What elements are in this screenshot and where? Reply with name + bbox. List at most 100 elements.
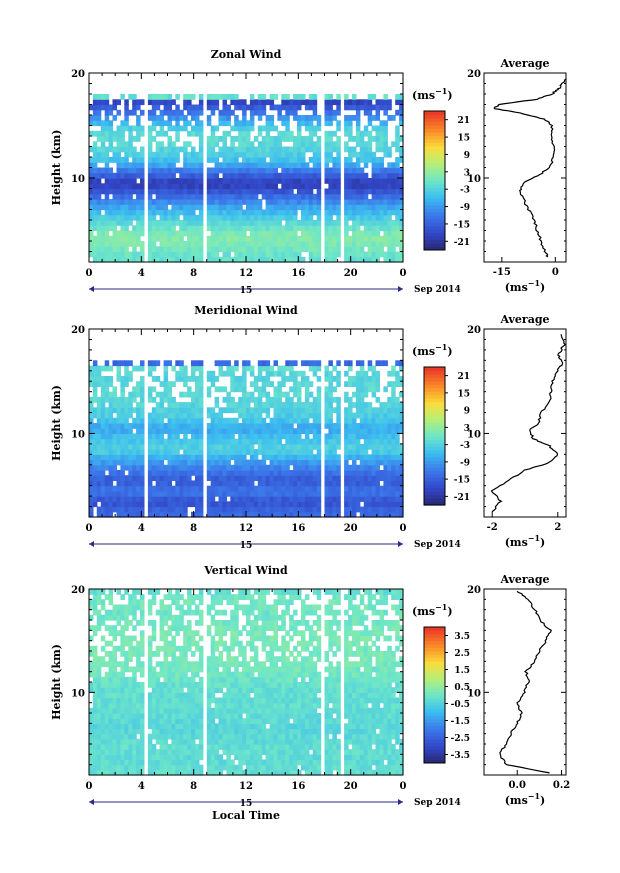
heatmap-cell (301, 496, 306, 502)
heatmap-cell (242, 199, 247, 205)
heatmap-cell (92, 391, 98, 398)
heatmap-cell (328, 496, 333, 502)
heatmap-cell (112, 199, 117, 205)
heatmap-cell (273, 759, 278, 766)
heatmap-cell (257, 423, 263, 429)
heatmap-cell (214, 438, 220, 445)
heatmap-cell (171, 759, 176, 766)
heatmap-cell (293, 386, 298, 393)
heatmap-cell (222, 136, 227, 142)
heatmap-cell (391, 235, 396, 242)
heatmap-cell (289, 167, 294, 174)
heatmap-cell (151, 754, 157, 761)
heatmap-cell (167, 475, 172, 481)
heatmap-cell (147, 511, 153, 518)
heatmap-cell (104, 99, 110, 106)
heatmap-cell (273, 454, 278, 461)
heatmap-cell (108, 256, 114, 263)
heatmap-cell (395, 443, 400, 450)
heatmap-cell (132, 470, 137, 476)
heatmap-cell (242, 443, 247, 450)
heatmap-cell (155, 193, 161, 200)
heatmap-cell (116, 172, 121, 179)
heatmap-cell (124, 511, 129, 518)
heatmap-cell (297, 130, 302, 137)
colorbar-swatch (424, 204, 445, 209)
x-tick-label: 12 (239, 268, 253, 279)
heatmap-cell (147, 172, 153, 179)
heatmap-cell (151, 759, 157, 766)
heatmap-cell (171, 490, 176, 497)
heatmap-cell (171, 470, 176, 476)
heatmap-cell (257, 365, 263, 372)
heatmap-cell (336, 470, 341, 476)
heatmap-cell (89, 167, 94, 174)
heatmap-cell (214, 256, 220, 263)
colorbar-swatch (424, 177, 445, 181)
heatmap-cell (100, 407, 106, 414)
heatmap-cell (246, 172, 251, 179)
heatmap-cell (316, 376, 322, 382)
heatmap-cell (297, 381, 302, 387)
heatmap-cell (206, 246, 212, 253)
heatmap-cell (116, 214, 121, 221)
heatmap-cell (124, 759, 129, 766)
heatmap-cell (391, 178, 396, 184)
heatmap-cell (257, 225, 263, 232)
heatmap-cell (238, 396, 243, 403)
heatmap-cell (136, 256, 141, 263)
heatmap-cell (348, 183, 353, 190)
colorbar-swatch (424, 387, 445, 392)
heatmap-cell (265, 423, 271, 429)
heatmap-cell (336, 360, 341, 367)
heatmap-cell (198, 480, 204, 487)
heatmap-cell (159, 391, 165, 398)
heatmap-cell (395, 157, 400, 163)
heatmap-cell (253, 162, 259, 169)
heatmap-cell (359, 470, 365, 476)
heatmap-cell (332, 396, 337, 403)
heatmap-cell (246, 130, 251, 137)
heatmap-cell (116, 490, 121, 497)
heatmap-cell (214, 744, 220, 750)
heatmap-cell (112, 443, 117, 450)
heatmap-cell (352, 744, 357, 750)
heatmap-cell (383, 744, 388, 750)
heatmap-cell (210, 501, 216, 508)
heatmap-cell (92, 443, 98, 450)
average-y-tick-label: 10 (467, 429, 481, 440)
heatmap-cell (222, 157, 227, 163)
heatmap-cell (187, 120, 192, 127)
heatmap-cell (151, 230, 157, 237)
heatmap-cell (257, 188, 263, 195)
heatmap-cell (355, 391, 361, 398)
heatmap-cell (92, 438, 98, 445)
heatmap-cell (281, 475, 286, 481)
heatmap-cell (226, 428, 231, 434)
heatmap-cell (277, 251, 282, 258)
heatmap-cell (253, 386, 259, 393)
heatmap-cell (304, 172, 310, 179)
heatmap-cell (289, 230, 294, 237)
heatmap-cell (297, 496, 302, 502)
heatmap-cell (261, 470, 267, 476)
heatmap-cell (332, 470, 337, 476)
heatmap-cell (230, 376, 235, 382)
heatmap-cell (206, 172, 212, 179)
heatmap-cell (371, 225, 377, 232)
heatmap-cell (246, 769, 251, 776)
heatmap-cell (391, 365, 396, 372)
heatmap-cell (132, 204, 137, 211)
heatmap-cell (226, 109, 231, 116)
heatmap-cell (395, 754, 400, 761)
heatmap-cell (132, 496, 137, 502)
heatmap-cell (96, 396, 102, 403)
heatmap-cell (183, 365, 188, 372)
heatmap-cell (355, 172, 361, 179)
heatmap-cell (308, 204, 314, 211)
heatmap-cell (242, 178, 247, 184)
heatmap-cell (132, 769, 137, 776)
heatmap-cell (316, 230, 322, 237)
heatmap-cell (124, 407, 129, 414)
